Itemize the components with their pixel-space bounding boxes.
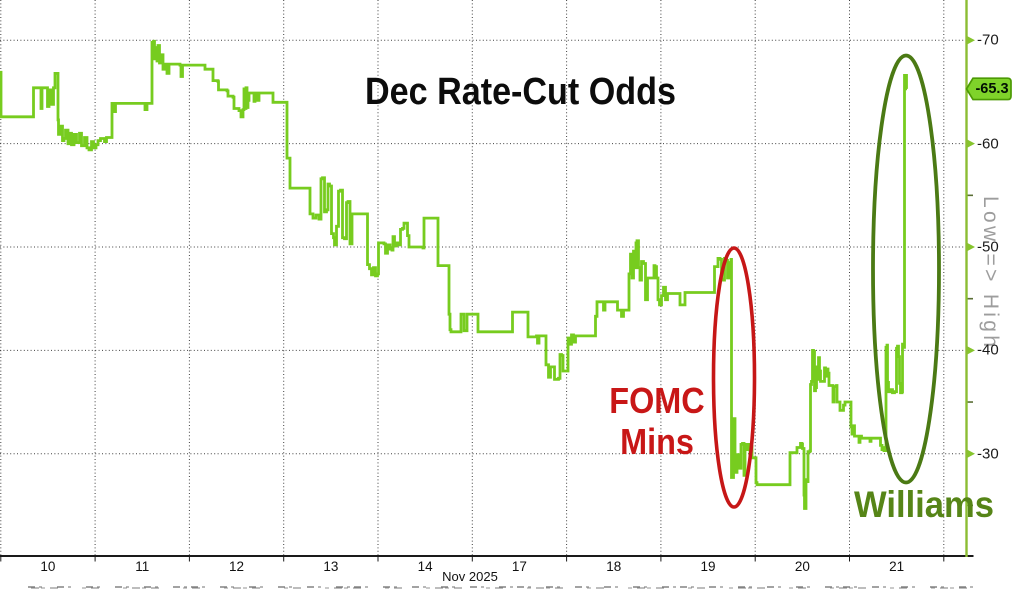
y-major-tick-arrow (966, 345, 975, 355)
y-axis-orientation-label: Low => High (979, 196, 1002, 351)
x-tick-label: 21 (889, 559, 905, 574)
x-tick-label: 19 (700, 559, 716, 574)
x-tick-label: 17 (511, 559, 527, 574)
y-tick-label: -30 (977, 445, 999, 463)
y-major-tick-arrow (966, 242, 975, 252)
williams-ellipse-annotation (871, 53, 941, 485)
williams-annotation-label: Williams (854, 484, 995, 525)
x-tick-label: 20 (794, 559, 810, 574)
clipped-bottom-text-strip (28, 585, 986, 590)
x-tick-label: 10 (40, 559, 56, 574)
y-major-tick-arrow (966, 449, 975, 459)
last-price-badge (965, 77, 1012, 101)
fomc-mins-annotation-line2: Mins (620, 421, 694, 462)
y-major-tick-arrow (966, 35, 975, 45)
y-major-tick-arrow (966, 139, 975, 149)
y-tick-label: -60 (977, 135, 999, 153)
x-tick-label: 12 (229, 559, 245, 574)
x-tick-label: 13 (323, 559, 339, 574)
y-tick-label: -70 (977, 31, 999, 49)
y-tick-label: -40 (977, 341, 999, 359)
x-tick-label: 11 (135, 559, 150, 574)
x-axis-month-label: Nov 2025 (442, 569, 498, 584)
series-line (0, 39, 908, 510)
x-tick-label: 14 (417, 559, 433, 574)
y-tick-label: -50 (977, 238, 999, 256)
fomc-ellipse-annotation (711, 246, 757, 509)
fomc-mins-annotation-line1: FOMC (609, 380, 705, 421)
last-price-badge-label: -65.3 (975, 80, 1009, 97)
x-tick-label: 18 (606, 559, 622, 574)
chart-title: Dec Rate-Cut Odds (364, 70, 676, 113)
